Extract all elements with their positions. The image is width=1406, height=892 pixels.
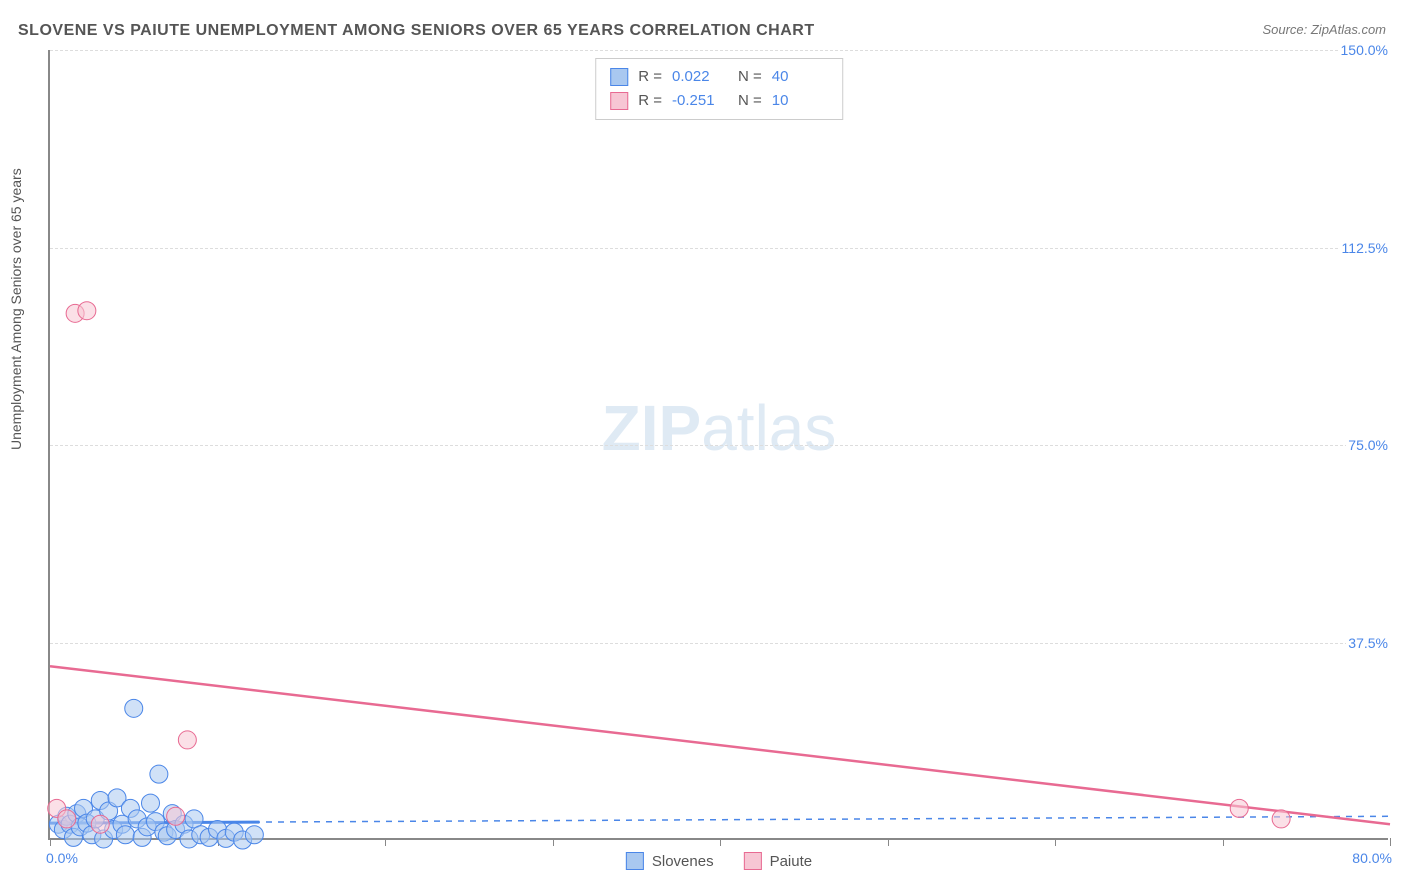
correlation-box: R = 0.022 N = 40 R = -0.251 N = 10	[595, 58, 843, 120]
legend-label: Slovenes	[652, 853, 714, 870]
legend-item: Paiute	[744, 852, 813, 870]
source-attribution: Source: ZipAtlas.com	[1262, 22, 1386, 37]
x-axis-min-label: 0.0%	[46, 850, 78, 866]
n-value: 10	[772, 89, 828, 113]
n-value: 40	[772, 65, 828, 89]
chart-title: SLOVENE VS PAIUTE UNEMPLOYMENT AMONG SEN…	[18, 22, 815, 40]
correlation-row: R = -0.251 N = 10	[610, 89, 828, 113]
series-swatch	[610, 68, 628, 86]
series-swatch	[610, 92, 628, 110]
series-swatch	[744, 852, 762, 870]
legend-label: Paiute	[770, 853, 813, 870]
stat-label: R =	[638, 65, 662, 89]
y-axis-label: Unemployment Among Seniors over 65 years	[8, 168, 24, 450]
stat-label: N =	[738, 65, 762, 89]
stat-label: R =	[638, 89, 662, 113]
correlation-row: R = 0.022 N = 40	[610, 65, 828, 89]
chart-plot-area: ZIPatlas 37.5%75.0%112.5%150.0% 0.0% 80.…	[48, 50, 1388, 840]
stat-label: N =	[738, 89, 762, 113]
series-legend: Slovenes Paiute	[626, 852, 812, 870]
r-value: -0.251	[672, 89, 728, 113]
r-value: 0.022	[672, 65, 728, 89]
legend-item: Slovenes	[626, 852, 714, 870]
series-swatch	[626, 852, 644, 870]
scatter-svg	[50, 50, 1388, 838]
x-axis-max-label: 80.0%	[1352, 850, 1392, 866]
